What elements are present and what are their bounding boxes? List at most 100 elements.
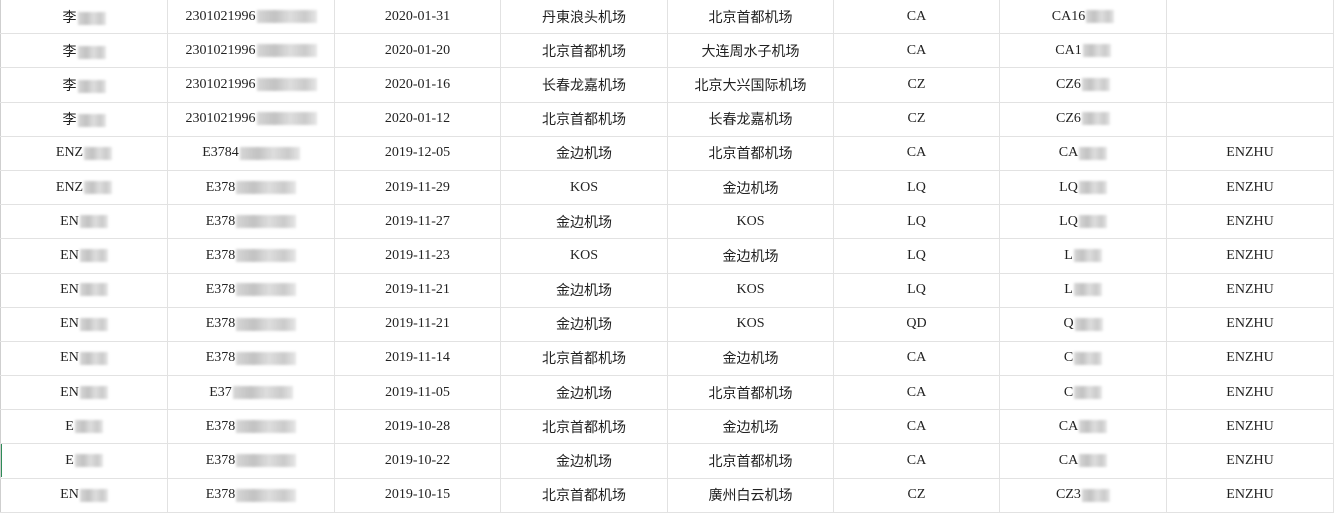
date-cell[interactable]: 2019-11-23 xyxy=(334,238,501,274)
date-cell[interactable]: 2019-10-28 xyxy=(334,409,501,445)
departure-cell[interactable]: 北京首都机场 xyxy=(500,477,668,513)
flight-number-cell[interactable]: CZ6 xyxy=(999,101,1167,137)
arrival-cell[interactable]: KOS xyxy=(667,204,834,240)
flight-number-cell[interactable]: CA xyxy=(999,409,1167,445)
extra-cell[interactable]: ENZHU xyxy=(1166,340,1334,377)
airline-cell[interactable]: LQ xyxy=(833,204,1000,240)
flight-number-cell[interactable]: LQ xyxy=(999,169,1167,206)
airline-cell[interactable]: CZ xyxy=(833,101,1000,137)
id-cell[interactable]: E378 xyxy=(167,443,335,479)
id-cell[interactable]: E378 xyxy=(167,204,335,240)
departure-cell[interactable]: KOS xyxy=(500,238,668,274)
flight-number-cell[interactable]: CZ6 xyxy=(999,67,1167,103)
airline-cell[interactable]: CZ xyxy=(833,477,1000,513)
date-cell[interactable]: 2019-11-14 xyxy=(334,340,501,377)
arrival-cell[interactable]: 金边机场 xyxy=(667,169,834,206)
arrival-cell[interactable]: 大连周水子机场 xyxy=(667,33,834,69)
flight-number-cell[interactable]: L xyxy=(999,238,1167,274)
id-cell[interactable]: E378 xyxy=(167,238,335,274)
arrival-cell[interactable]: 北京首都机场 xyxy=(667,443,834,479)
departure-cell[interactable]: KOS xyxy=(500,169,668,206)
airline-cell[interactable]: QD xyxy=(833,306,1000,342)
departure-cell[interactable]: 金边机场 xyxy=(500,135,668,171)
date-cell[interactable]: 2020-01-20 xyxy=(334,33,501,69)
date-cell[interactable]: 2019-11-29 xyxy=(334,169,501,206)
departure-cell[interactable]: 金边机场 xyxy=(500,443,668,479)
flight-number-cell[interactable]: CA1 xyxy=(999,33,1167,69)
departure-cell[interactable]: 金边机场 xyxy=(500,204,668,240)
departure-cell[interactable]: 北京首都机场 xyxy=(500,340,668,377)
extra-cell[interactable]: ENZHU xyxy=(1166,135,1334,171)
arrival-cell[interactable]: KOS xyxy=(667,272,834,308)
departure-cell[interactable]: 金边机场 xyxy=(500,306,668,342)
date-cell[interactable]: 2019-11-21 xyxy=(334,306,501,342)
id-cell[interactable]: 2301021996 xyxy=(167,67,335,103)
id-cell[interactable]: 2301021996 xyxy=(167,0,335,35)
id-cell[interactable]: E378 xyxy=(167,306,335,342)
name-cell[interactable]: ENZ xyxy=(0,169,168,206)
airline-cell[interactable]: CA xyxy=(833,409,1000,445)
name-cell[interactable]: EN xyxy=(0,272,168,308)
id-cell[interactable]: 2301021996 xyxy=(167,101,335,137)
arrival-cell[interactable]: 廣州白云机场 xyxy=(667,477,834,513)
extra-cell[interactable]: ENZHU xyxy=(1166,204,1334,240)
extra-cell[interactable] xyxy=(1166,101,1334,137)
extra-cell[interactable]: ENZHU xyxy=(1166,443,1334,479)
name-cell[interactable]: EN xyxy=(0,238,168,274)
extra-cell[interactable]: ENZHU xyxy=(1166,375,1334,411)
date-cell[interactable]: 2019-12-05 xyxy=(334,135,501,171)
airline-cell[interactable]: CA xyxy=(833,0,1000,35)
name-cell[interactable]: 李 xyxy=(0,0,168,35)
extra-cell[interactable]: ENZHU xyxy=(1166,477,1334,513)
flight-number-cell[interactable]: CA16 xyxy=(999,0,1167,35)
airline-cell[interactable]: CA xyxy=(833,33,1000,69)
extra-cell[interactable] xyxy=(1166,33,1334,69)
extra-cell[interactable]: ENZHU xyxy=(1166,238,1334,274)
flight-number-cell[interactable]: CZ3 xyxy=(999,477,1167,513)
extra-cell[interactable]: ENZHU xyxy=(1166,409,1334,445)
airline-cell[interactable]: LQ xyxy=(833,238,1000,274)
arrival-cell[interactable]: 金边机场 xyxy=(667,409,834,445)
date-cell[interactable]: 2020-01-16 xyxy=(334,67,501,103)
name-cell[interactable]: EN xyxy=(0,375,168,411)
departure-cell[interactable]: 长春龙嘉机场 xyxy=(500,67,668,103)
name-cell[interactable]: 李 xyxy=(0,101,168,137)
flight-number-cell[interactable]: CA xyxy=(999,135,1167,171)
extra-cell[interactable] xyxy=(1166,0,1334,35)
date-cell[interactable]: 2020-01-31 xyxy=(334,0,501,35)
id-cell[interactable]: E378 xyxy=(167,477,335,513)
name-cell[interactable]: 李 xyxy=(0,67,168,103)
airline-cell[interactable]: CA xyxy=(833,375,1000,411)
airline-cell[interactable]: CZ xyxy=(833,67,1000,103)
flight-number-cell[interactable]: C xyxy=(999,340,1167,377)
flight-number-cell[interactable]: CA xyxy=(999,443,1167,479)
name-cell[interactable]: EN xyxy=(0,204,168,240)
id-cell[interactable]: E378 xyxy=(167,169,335,206)
airline-cell[interactable]: CA xyxy=(833,340,1000,377)
departure-cell[interactable]: 金边机场 xyxy=(500,375,668,411)
departure-cell[interactable]: 丹東浪头机场 xyxy=(500,0,668,35)
flight-number-cell[interactable]: L xyxy=(999,272,1167,308)
airline-cell[interactable]: CA xyxy=(833,135,1000,171)
arrival-cell[interactable]: 北京首都机场 xyxy=(667,0,834,35)
arrival-cell[interactable]: 北京首都机场 xyxy=(667,375,834,411)
date-cell[interactable]: 2019-11-27 xyxy=(334,204,501,240)
name-cell[interactable]: ENZ xyxy=(0,135,168,171)
flight-number-cell[interactable]: LQ xyxy=(999,204,1167,240)
name-cell[interactable]: EN xyxy=(0,340,168,377)
arrival-cell[interactable]: KOS xyxy=(667,306,834,342)
arrival-cell[interactable]: 北京首都机场 xyxy=(667,135,834,171)
id-cell[interactable]: E378 xyxy=(167,272,335,308)
name-cell[interactable]: EN xyxy=(0,477,168,513)
name-cell[interactable]: 李 xyxy=(0,33,168,69)
name-cell[interactable]: E xyxy=(0,409,168,445)
arrival-cell[interactable]: 金边机场 xyxy=(667,340,834,377)
extra-cell[interactable] xyxy=(1166,67,1334,103)
id-cell[interactable]: E37 xyxy=(167,375,335,411)
name-cell[interactable]: EN xyxy=(0,306,168,342)
departure-cell[interactable]: 北京首都机场 xyxy=(500,33,668,69)
name-cell[interactable]: E xyxy=(0,443,168,479)
extra-cell[interactable]: ENZHU xyxy=(1166,169,1334,206)
departure-cell[interactable]: 北京首都机场 xyxy=(500,101,668,137)
extra-cell[interactable]: ENZHU xyxy=(1166,306,1334,342)
